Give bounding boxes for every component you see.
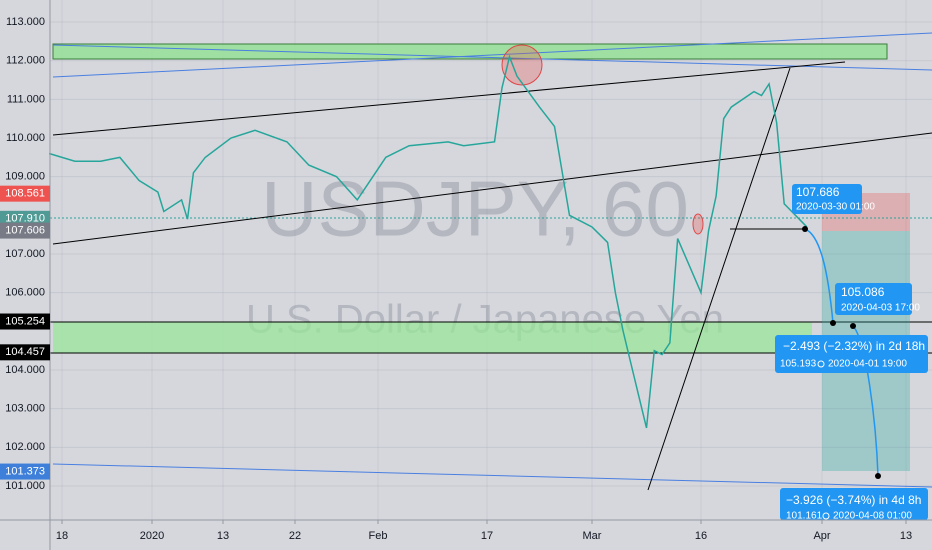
y-tick-label: 112.000 [6,55,45,67]
y-tick-label: 106.000 [5,287,45,299]
support-zone [53,322,812,353]
x-tick-label: 13 [217,530,229,542]
annotation-text: 107.686 [796,185,840,199]
plot [48,54,808,429]
price-label-box [0,185,50,202]
grid [50,0,932,520]
trend-line [52,44,932,71]
highlight-ellipse [692,213,704,235]
highlight-circle [501,44,543,86]
annotation-text: 2020-04-08 01:00 [833,511,912,522]
x-tick-label: Feb [369,530,388,542]
x-tick-label: 16 [695,530,707,542]
price-label: 104.457 [5,346,45,358]
projection-point [802,226,808,232]
price-label: 107.910 [5,213,45,225]
annotation-text: 2020-03-30 01:00 [796,202,875,213]
trend-line [52,32,932,78]
trend-line [647,67,791,491]
annotation-text: −2.493 (−2.32%) in 2d 18h [783,339,925,353]
price-label: 105.254 [5,315,45,327]
projection-path [804,228,834,324]
clock-icon [817,360,825,368]
price-label-box [0,344,50,361]
y-tick-label: 101.000 [5,480,45,492]
annotation-text: 105.193 [780,359,817,370]
y-tick-label: 102.000 [5,441,45,453]
x-tick-label: 22 [289,530,301,542]
trend-line [52,463,932,488]
annotation-text: −3.926 (−3.74%) in 4d 8h [786,493,921,507]
price-label-box [0,463,50,480]
watermark-title: USDJPY, 60 [261,165,689,253]
y-tick-label: 113.000 [6,16,45,28]
trend-line [52,132,932,245]
y-tick-label: 107.000 [5,248,45,260]
x-tick-label: Mar [583,530,602,542]
price-label: 108.561 [5,188,45,200]
clock-icon [822,512,830,520]
price-label-box [0,313,50,330]
y-tick-label: 110.000 [6,132,45,144]
axes: 101.000 102.000 103.000 104.000 106.000 107.0… [0,16,912,542]
trend-line [52,61,846,136]
price-series [48,54,808,429]
resistance-zone [52,43,888,60]
annotation-text: 105.086 [841,285,885,299]
projection-point [850,323,856,329]
x-tick-label: 2020 [140,530,164,542]
x-tick-label: 17 [481,530,493,542]
x-axis [0,520,932,550]
y-tick-label: 103.000 [5,403,45,415]
annotation-box [775,335,928,373]
x-tick-label: Apr [813,530,830,542]
annotation-box [835,283,912,315]
x-tick-label: 13 [900,530,912,542]
y-tick-label: 111.000 [7,93,45,105]
price-label: 101.373 [5,465,45,477]
annotation-text: 2020-04-03 17:00 [841,303,920,314]
annotation-text: 2020-04-01 19:00 [828,359,907,370]
annotation-box [792,184,862,214]
projection-point [830,320,836,326]
annotation-text: 101.161 [786,511,823,522]
x-tick-label: 18 [56,530,68,542]
price-label: 107.606 [5,224,45,236]
annotation-box [780,488,928,520]
projection-point [875,473,881,479]
y-tick-label: 109.000 [5,171,45,183]
projection-path [852,325,879,477]
price-label-box [0,222,50,239]
y-tick-label: 104.000 [5,364,45,376]
